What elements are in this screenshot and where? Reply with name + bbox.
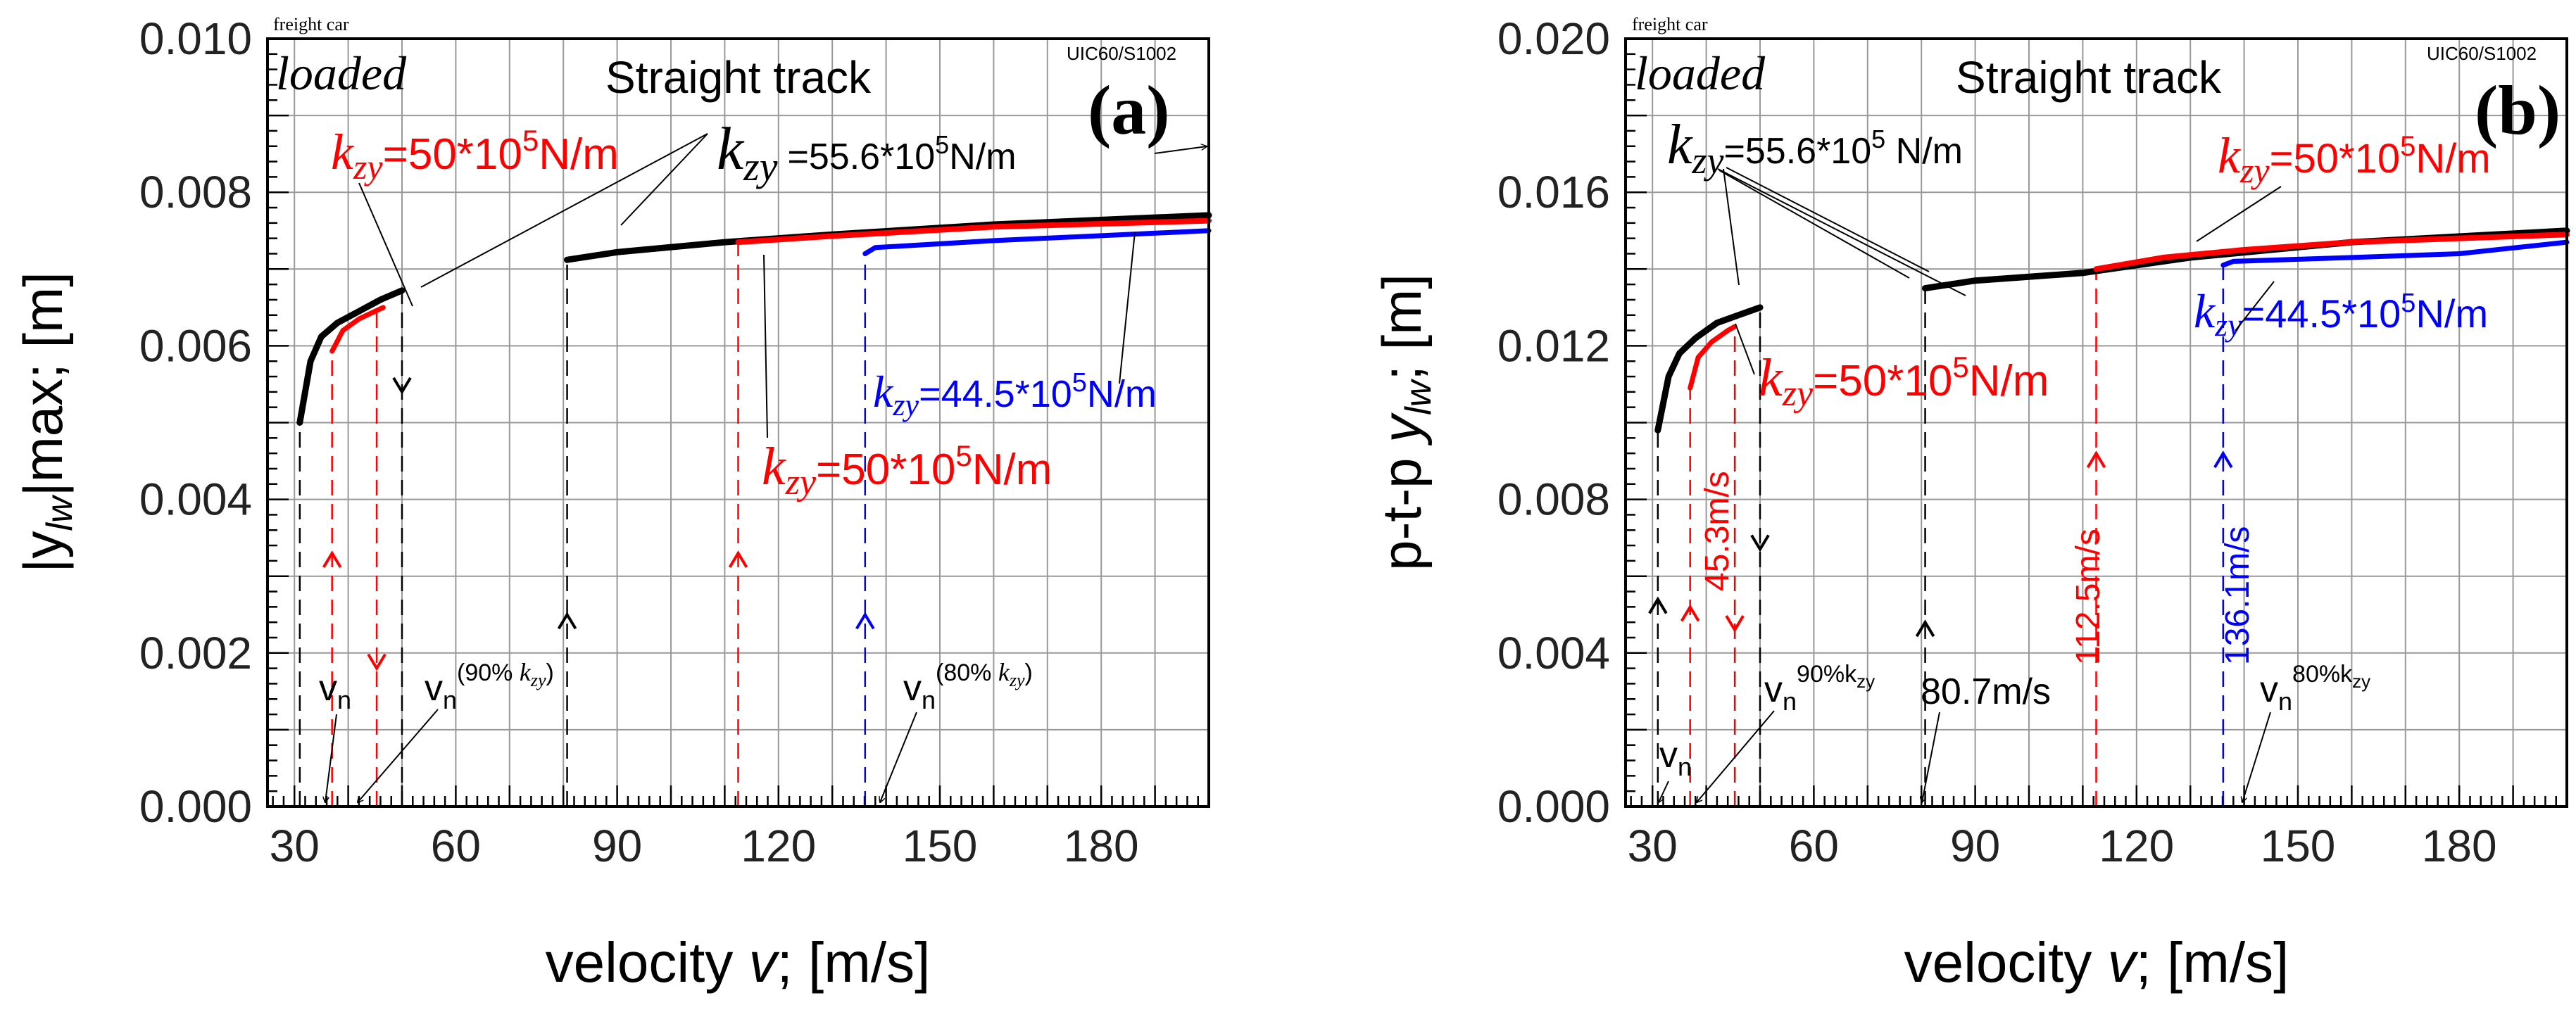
b-panel-label: (b) — [2475, 71, 2561, 149]
panel-b: 30 60 90 120 150 180 0.000 0.004 0.008 0.012 0.016… — [1371, 13, 2570, 994]
b-y-tick-label: 0.008 — [1497, 474, 1610, 525]
a-y-tick-label: 0.008 — [139, 167, 252, 217]
b-direction-arrow — [2213, 450, 2233, 469]
panel-a: 30 60 90 120 150 180 0.000 0.002 0.004 0.006 0.008… — [12, 13, 1212, 994]
a-x-tick-label: 30 — [270, 821, 320, 871]
b-y-tick-label: 0.000 — [1497, 781, 1610, 832]
b-vn-arrows — [1659, 710, 2271, 802]
b-x-tick-label: 30 — [1628, 821, 1678, 871]
a-vlines — [299, 242, 875, 807]
a-x-axis-label: velocity v; [m/s] — [546, 931, 931, 994]
a-vn-label: vn — [319, 668, 351, 714]
a-y-tick-label: 0.000 — [139, 781, 252, 832]
a-series-line — [296, 287, 406, 426]
a-direction-arrow — [367, 653, 387, 671]
a-header-right: UIC60/S1002 — [1067, 43, 1176, 64]
b-x-tick-label: 90 — [1950, 821, 2000, 871]
b-series-line — [1688, 324, 1738, 391]
a-series — [296, 212, 1212, 426]
b-velocity-label-136: 136.1m/s — [2219, 526, 2256, 665]
a-x-tick-label: 60 — [431, 821, 481, 871]
a-series-line — [735, 217, 1212, 246]
a-x-tick-label: 120 — [741, 821, 816, 871]
b-kzy-label-red-mid: kzy=50*105N/m — [1759, 348, 2049, 414]
b-y-tick-label: 0.012 — [1497, 320, 1610, 371]
a-kzy-label-black: kzy =55.6*105N/m — [717, 115, 1017, 189]
b-direction-arrow — [1680, 604, 1700, 622]
a-direction-arrow — [728, 550, 748, 568]
b-track-title: Straight track — [1956, 52, 2222, 103]
a-vn-arrows — [325, 709, 917, 802]
a-series-line — [862, 228, 1212, 256]
a-x-tick-label: 180 — [1064, 821, 1139, 871]
b-vn-label: vn — [1659, 735, 1692, 781]
a-y-axis-label: |ylw|max; [m] — [12, 272, 80, 573]
b-series-line — [2220, 239, 2570, 268]
b-y-tick-label: 0.004 — [1497, 628, 1610, 678]
b-velocity-label-112: 112.5m/s — [2070, 529, 2107, 665]
b-x-tick-label: 120 — [2099, 821, 2174, 871]
a-x-tick-label: 150 — [903, 821, 978, 871]
a-ticks — [268, 53, 1210, 807]
b-kzy-label-blue: kzy=44.5*105N/m — [2194, 284, 2488, 343]
b-direction-arrow — [1915, 619, 1935, 638]
a-direction-arrow — [557, 612, 577, 630]
b-vn80-label: vn80%kzy — [2260, 661, 2370, 716]
a-kzy-label-blue: kzy=44.5*105N/m — [873, 367, 1157, 422]
b-x-tick-label: 60 — [1789, 821, 1839, 871]
a-header-left: freight car — [273, 14, 349, 34]
a-kzy-label-red-mid: kzy=50*105N/m — [762, 437, 1052, 502]
b-y-tick-label: 0.020 — [1497, 13, 1610, 64]
a-tick-labels: 30 60 90 120 150 180 0.000 0.002 0.004 0.006 0.008… — [139, 13, 1139, 871]
b-condition: loaded — [1635, 46, 1766, 100]
b-velocity-label-80: 80.7m/s — [1921, 671, 2051, 712]
b-vlines — [1648, 265, 2233, 807]
a-y-tick-label: 0.002 — [139, 628, 252, 678]
a-plot-frame — [266, 37, 1210, 808]
b-tick-labels: 30 60 90 120 150 180 0.000 0.004 0.008 0.012 0.016… — [1497, 13, 2497, 871]
a-x-tick-label: 90 — [592, 821, 642, 871]
b-direction-arrow — [2086, 450, 2106, 469]
b-kzy-label-black: kzy=55.6*105 N/m — [1667, 114, 1963, 182]
b-y-axis-label: p-t-p ylw; [m] — [1371, 274, 1439, 571]
b-direction-arrow — [1648, 596, 1668, 614]
a-y-tick-label: 0.006 — [139, 320, 252, 371]
a-track-title: Straight track — [605, 52, 872, 103]
a-series-line — [329, 305, 386, 354]
b-series — [1654, 227, 2570, 434]
a-direction-arrow — [392, 377, 412, 395]
a-vn90-label: vn(90% kzy) — [425, 658, 554, 714]
a-y-tick-label: 0.004 — [139, 474, 252, 525]
a-leader-lines — [358, 133, 1207, 438]
b-vn90-label: vn90%kzy — [1764, 661, 1875, 716]
b-velocity-label-45: 45.3m/s — [1699, 471, 1736, 591]
b-leader-lines — [1717, 167, 2282, 375]
a-kzy-label-red-top: kzy=50*105N/m — [331, 124, 619, 187]
b-x-axis-label: velocity v; [m/s] — [1904, 931, 2289, 994]
a-vn80-label: vn(80% kzy) — [903, 658, 1033, 714]
b-plot-frame — [1624, 37, 2568, 808]
b-y-tick-label: 0.016 — [1497, 167, 1610, 217]
b-x-tick-label: 180 — [2422, 821, 2497, 871]
b-kzy-label-red-top: kzy=50*105N/m — [2218, 127, 2491, 190]
b-direction-arrow — [1725, 615, 1745, 633]
b-header-left: freight car — [1632, 14, 1708, 34]
a-condition: loaded — [276, 46, 407, 100]
b-header-right: UIC60/S1002 — [2427, 43, 2537, 64]
a-panel-label: (a) — [1088, 71, 1170, 149]
b-series-line — [1654, 304, 1764, 434]
a-direction-arrow — [855, 612, 875, 630]
b-series-line — [2093, 232, 2570, 272]
b-direction-arrow — [1750, 534, 1770, 552]
b-x-tick-label: 150 — [2261, 821, 2336, 871]
a-direction-arrow — [322, 550, 342, 568]
a-y-tick-label: 0.010 — [139, 13, 252, 64]
